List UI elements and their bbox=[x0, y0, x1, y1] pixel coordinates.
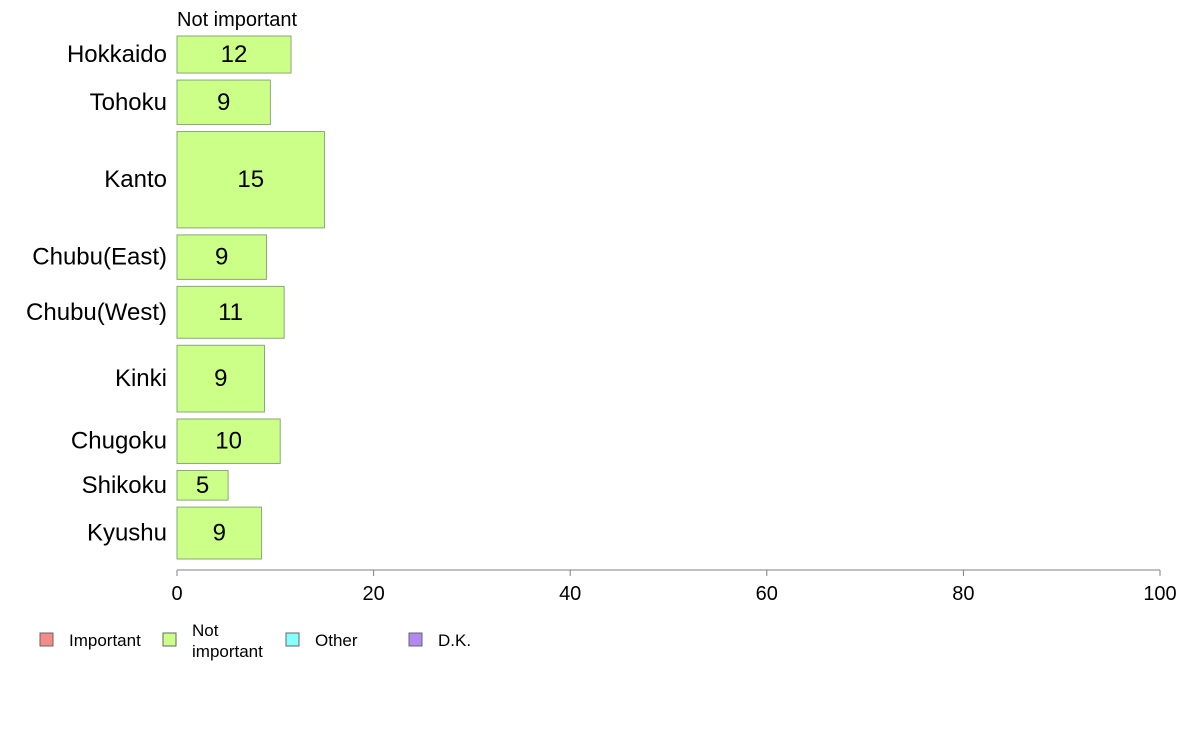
legend-label: Important bbox=[69, 631, 141, 650]
legend-label: Other bbox=[315, 631, 358, 650]
category-label: Kyushu bbox=[87, 520, 167, 547]
data-label: 12 bbox=[221, 41, 248, 68]
category-label: Chubu(West) bbox=[26, 299, 167, 326]
bar-hokkaido bbox=[176, 35, 292, 74]
category-label: Kanto bbox=[104, 166, 167, 193]
bar-kinki bbox=[176, 344, 265, 413]
category-label: Tohoku bbox=[90, 89, 167, 116]
x-tick-label: 80 bbox=[952, 583, 974, 605]
bar-chubu-west- bbox=[176, 285, 285, 339]
data-label: 15 bbox=[237, 166, 264, 193]
bar-kyushu bbox=[176, 506, 263, 560]
legend-swatch bbox=[162, 632, 177, 647]
x-tick-label: 40 bbox=[559, 583, 581, 605]
data-label: 9 bbox=[213, 520, 226, 547]
data-label: 11 bbox=[218, 299, 243, 326]
category-label: Shikoku bbox=[82, 472, 167, 499]
data-label: 9 bbox=[215, 244, 228, 271]
category-label: Kinki bbox=[115, 365, 167, 392]
bar-tohoku bbox=[176, 79, 271, 126]
x-tick-label: 60 bbox=[756, 583, 778, 605]
legend-swatch bbox=[39, 632, 54, 647]
data-label: 9 bbox=[217, 89, 230, 116]
data-label: 5 bbox=[196, 472, 209, 499]
category-label: Chugoku bbox=[71, 428, 167, 455]
legend-swatch bbox=[285, 632, 300, 647]
x-tick-label: 0 bbox=[171, 583, 182, 605]
x-tick-label: 100 bbox=[1143, 583, 1176, 605]
category-label: Chubu(East) bbox=[32, 244, 167, 271]
legend-label: D.K. bbox=[438, 631, 471, 650]
legend-swatch bbox=[408, 632, 423, 647]
data-label: 9 bbox=[214, 365, 227, 392]
bar-chubu-east- bbox=[176, 234, 267, 280]
bar-chugoku bbox=[176, 418, 281, 464]
legend-label: Not important bbox=[192, 621, 263, 661]
bar-kanto bbox=[176, 131, 325, 229]
series-title: Not important bbox=[177, 9, 297, 31]
category-label: Hokkaido bbox=[67, 41, 167, 68]
x-tick-label: 20 bbox=[362, 583, 384, 605]
bar-shikoku bbox=[176, 469, 229, 501]
data-label: 10 bbox=[215, 428, 242, 455]
legend: Important Not important Other D.K. bbox=[39, 621, 471, 661]
x-axis: 0 20 40 60 80 100 bbox=[171, 569, 1177, 605]
bars: Hokkaido 12 Tohoku 9 Kanto 15 Chubu(East) 9 Chub… bbox=[26, 35, 325, 560]
